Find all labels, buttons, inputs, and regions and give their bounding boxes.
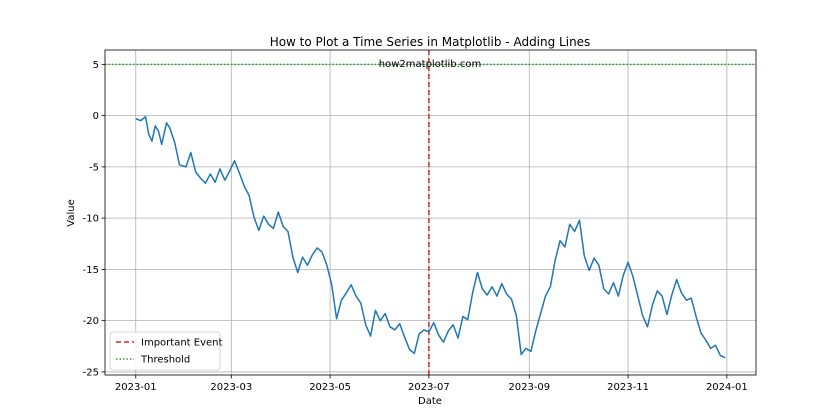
x-tick-label: 2023-11 bbox=[607, 382, 649, 393]
x-tick-label: 2023-05 bbox=[309, 382, 351, 393]
plot-frame bbox=[104, 49, 757, 376]
x-tick-label: 2023-03 bbox=[210, 382, 252, 393]
y-tick-label: 0 bbox=[93, 111, 99, 122]
y-tick-label: -25 bbox=[83, 367, 99, 378]
series-line bbox=[135, 115, 726, 359]
y-tick-label: -15 bbox=[83, 265, 99, 276]
y-tick-label: -10 bbox=[83, 214, 99, 225]
watermark-annotation: how2matplotlib.com bbox=[379, 59, 481, 70]
legend-box bbox=[109, 331, 221, 371]
x-axis-label: Date bbox=[418, 396, 442, 407]
chart-title: How to Plot a Time Series in Matplotlib … bbox=[270, 35, 591, 49]
y-tick-label: 5 bbox=[93, 60, 99, 71]
x-tick-label: 2023-01 bbox=[115, 382, 157, 393]
x-tick-label: 2023-07 bbox=[408, 382, 450, 393]
x-tick-label: 2023-09 bbox=[508, 382, 550, 393]
series-group bbox=[135, 115, 726, 359]
legend-important-event-label: Important Event bbox=[141, 338, 222, 349]
y-tick-label: -20 bbox=[83, 316, 99, 327]
y-axis-label: Value bbox=[66, 199, 77, 226]
reference-lines bbox=[105, 50, 756, 375]
y-tick-label: -5 bbox=[89, 162, 99, 173]
legend: Important Event Threshold bbox=[109, 331, 222, 371]
legend-threshold-label: Threshold bbox=[140, 355, 190, 366]
axis-ticks: 2023-01 2023-03 2023-05 2023-07 2023-09 2023-… bbox=[83, 60, 748, 393]
x-tick-label: 2024-01 bbox=[706, 382, 748, 393]
